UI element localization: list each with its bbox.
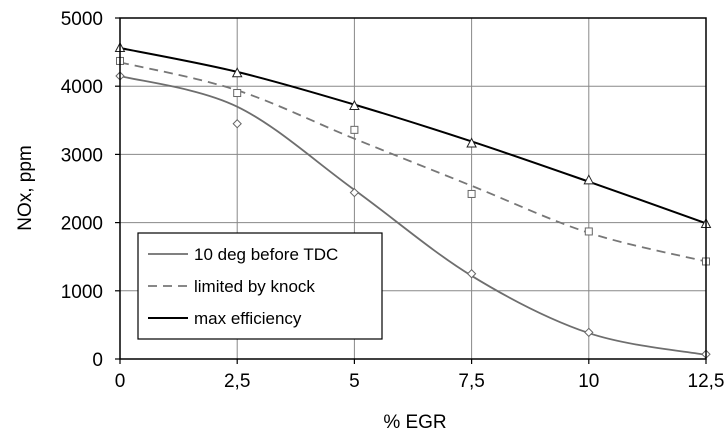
plot-area-border [119, 17, 707, 360]
marker-diamond [466, 269, 477, 279]
legend-label-3: max efficiency [194, 309, 302, 328]
marker-square [584, 227, 593, 236]
legend: 10 deg before TDC limited by knock max eff… [137, 232, 383, 340]
legend-label-2: limited by knock [194, 277, 315, 296]
y-tick-label: 3000 [61, 145, 103, 166]
tick-labels: 0 2,5 5 7,5 10 12,5 0 1000 2000 3000 4000 5000 [61, 9, 725, 392]
x-tick-label: 2,5 [224, 371, 250, 392]
marker-triangle [583, 174, 595, 185]
plot-frame [115, 17, 707, 364]
marker-triangle [231, 67, 243, 78]
y-tick-label: 2000 [61, 214, 103, 235]
y-tick-label: 4000 [61, 77, 103, 98]
x-tick-label: 7,5 [458, 371, 484, 392]
series-line-2 [119, 61, 707, 263]
marker-square [233, 89, 242, 98]
marker-square [467, 189, 476, 198]
y-tick-label: 0 [92, 350, 103, 371]
x-tick-label: 5 [349, 371, 360, 392]
marker-diamond [232, 119, 242, 129]
marker-triangle [466, 137, 477, 148]
y-tick-label: 5000 [61, 9, 103, 30]
legend-label-1: 10 deg before TDC [194, 245, 338, 264]
y-tick-label: 1000 [61, 282, 103, 303]
x-axis-title: % EGR [383, 412, 446, 433]
series-line-3 [119, 47, 707, 225]
marker-diamond [349, 187, 360, 198]
marker-square [350, 125, 359, 134]
x-tick-label: 10 [578, 371, 599, 392]
y-axis-title: NOx, ppm [15, 145, 36, 231]
marker-triangle [349, 99, 360, 110]
x-tick-label: 12,5 [688, 371, 725, 392]
marker-diamond [584, 327, 594, 338]
x-tick-label: 0 [115, 371, 126, 392]
